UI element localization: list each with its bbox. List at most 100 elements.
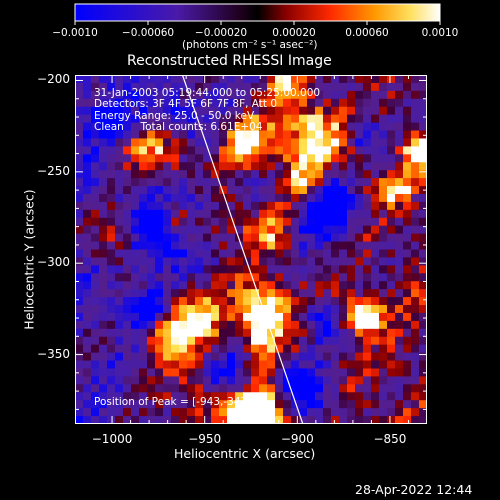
heatmap-cell bbox=[163, 249, 172, 259]
heatmap-cell bbox=[115, 376, 124, 385]
heatmap-cell bbox=[387, 217, 396, 227]
heatmap-cell bbox=[147, 75, 156, 84]
heatmap-cell bbox=[275, 344, 284, 354]
heatmap-cell bbox=[163, 138, 172, 147]
heatmap-cell bbox=[115, 297, 124, 306]
heatmap-cell bbox=[387, 352, 396, 362]
heatmap-cell bbox=[123, 162, 132, 171]
heatmap-cell bbox=[307, 368, 316, 378]
heatmap-cell bbox=[339, 249, 348, 259]
heatmap-cell bbox=[139, 162, 148, 171]
heatmap-cell bbox=[275, 320, 284, 330]
heatmap-cell bbox=[355, 273, 364, 282]
heatmap-cell bbox=[99, 305, 108, 314]
heatmap-cell bbox=[387, 106, 396, 116]
heatmap-cell bbox=[195, 320, 204, 330]
heatmap-cell bbox=[315, 162, 324, 171]
heatmap-cell bbox=[371, 178, 380, 187]
heatmap-cell bbox=[275, 178, 284, 187]
heatmap-cell bbox=[211, 241, 220, 251]
heatmap-cell bbox=[371, 281, 380, 290]
heatmap-cell bbox=[323, 400, 332, 409]
heatmap-cell bbox=[243, 82, 252, 92]
heatmap-cell bbox=[179, 312, 188, 322]
heatmap-cell bbox=[403, 273, 412, 282]
heatmap-cell bbox=[323, 154, 332, 163]
heatmap-cell bbox=[99, 408, 108, 417]
heatmap-cell bbox=[267, 122, 276, 132]
heatmap-cell bbox=[235, 154, 244, 163]
heatmap-cell bbox=[419, 376, 427, 385]
heatmap-cell bbox=[403, 408, 412, 417]
heatmap-cell bbox=[275, 217, 284, 227]
heatmap-cell bbox=[227, 289, 236, 298]
heatmap-cell bbox=[419, 225, 427, 235]
heatmap-cell bbox=[83, 376, 92, 385]
heatmap-cell bbox=[299, 265, 308, 274]
heatmap-cell bbox=[99, 75, 108, 84]
heatmap-cell bbox=[267, 114, 276, 124]
heatmap-cell bbox=[275, 312, 284, 322]
heatmap-cell bbox=[283, 281, 292, 290]
heatmap-cell bbox=[339, 106, 348, 116]
heatmap-cell bbox=[331, 408, 340, 417]
y-tick-label: −200 bbox=[37, 72, 70, 87]
heatmap-cell bbox=[195, 273, 204, 282]
heatmap-cell bbox=[323, 281, 332, 290]
heatmap-cell bbox=[299, 75, 308, 84]
heatmap-cell bbox=[283, 170, 292, 179]
heatmap-cell bbox=[419, 209, 427, 219]
heatmap-cell bbox=[387, 336, 396, 346]
heatmap-cell bbox=[227, 201, 236, 211]
heatmap-cell bbox=[139, 368, 148, 378]
heatmap-cell bbox=[147, 281, 156, 290]
heatmap-cell bbox=[403, 114, 412, 124]
heatmap-cell bbox=[155, 368, 164, 378]
heatmap-cell bbox=[339, 193, 348, 203]
heatmap-cell bbox=[411, 368, 420, 378]
heatmap-cell bbox=[99, 368, 108, 378]
heatmap-cell bbox=[379, 130, 388, 140]
heatmap-cell bbox=[259, 186, 268, 195]
heatmap-cell bbox=[283, 273, 292, 282]
heatmap-cell bbox=[371, 146, 380, 155]
heatmap-cell bbox=[403, 82, 412, 92]
heatmap-cell bbox=[315, 138, 324, 147]
heatmap-cell bbox=[187, 360, 196, 370]
heatmap-cell bbox=[219, 241, 228, 251]
heatmap-cell bbox=[123, 273, 132, 282]
heatmap-cell bbox=[267, 162, 276, 171]
heatmap-cell bbox=[155, 193, 164, 203]
heatmap-cell bbox=[331, 82, 340, 92]
heatmap-cell bbox=[387, 178, 396, 187]
heatmap-cell bbox=[339, 162, 348, 171]
x-tick-label: −1000 bbox=[91, 432, 133, 446]
heatmap-cell bbox=[219, 297, 228, 306]
chart-title: Reconstructed RHESSI Image bbox=[127, 53, 332, 69]
heatmap-cell bbox=[275, 170, 284, 179]
heatmap-cell bbox=[147, 106, 156, 116]
heatmap-cell bbox=[187, 162, 196, 171]
heatmap-cell bbox=[155, 328, 164, 338]
heatmap-cell bbox=[259, 297, 268, 306]
heatmap-cell bbox=[139, 122, 148, 132]
heatmap-cell bbox=[315, 209, 324, 219]
heatmap-cell bbox=[107, 392, 116, 401]
heatmap-cell bbox=[163, 193, 172, 203]
heatmap-cell bbox=[371, 162, 380, 171]
heatmap-cell bbox=[179, 360, 188, 370]
heatmap-cell bbox=[259, 368, 268, 378]
heatmap-cell bbox=[203, 75, 212, 84]
heatmap-cell bbox=[107, 130, 116, 140]
heatmap-cell bbox=[267, 368, 276, 378]
heatmap-cell bbox=[379, 320, 388, 330]
heatmap-cell bbox=[155, 130, 164, 140]
heatmap-cell bbox=[347, 186, 356, 195]
heatmap-cell bbox=[379, 162, 388, 171]
heatmap-cell bbox=[387, 201, 396, 211]
heatmap-cell bbox=[235, 328, 244, 338]
heatmap-cell bbox=[299, 201, 308, 211]
heatmap-cell bbox=[347, 289, 356, 298]
heatmap-cell bbox=[411, 352, 420, 362]
heatmap-cell bbox=[75, 130, 84, 140]
